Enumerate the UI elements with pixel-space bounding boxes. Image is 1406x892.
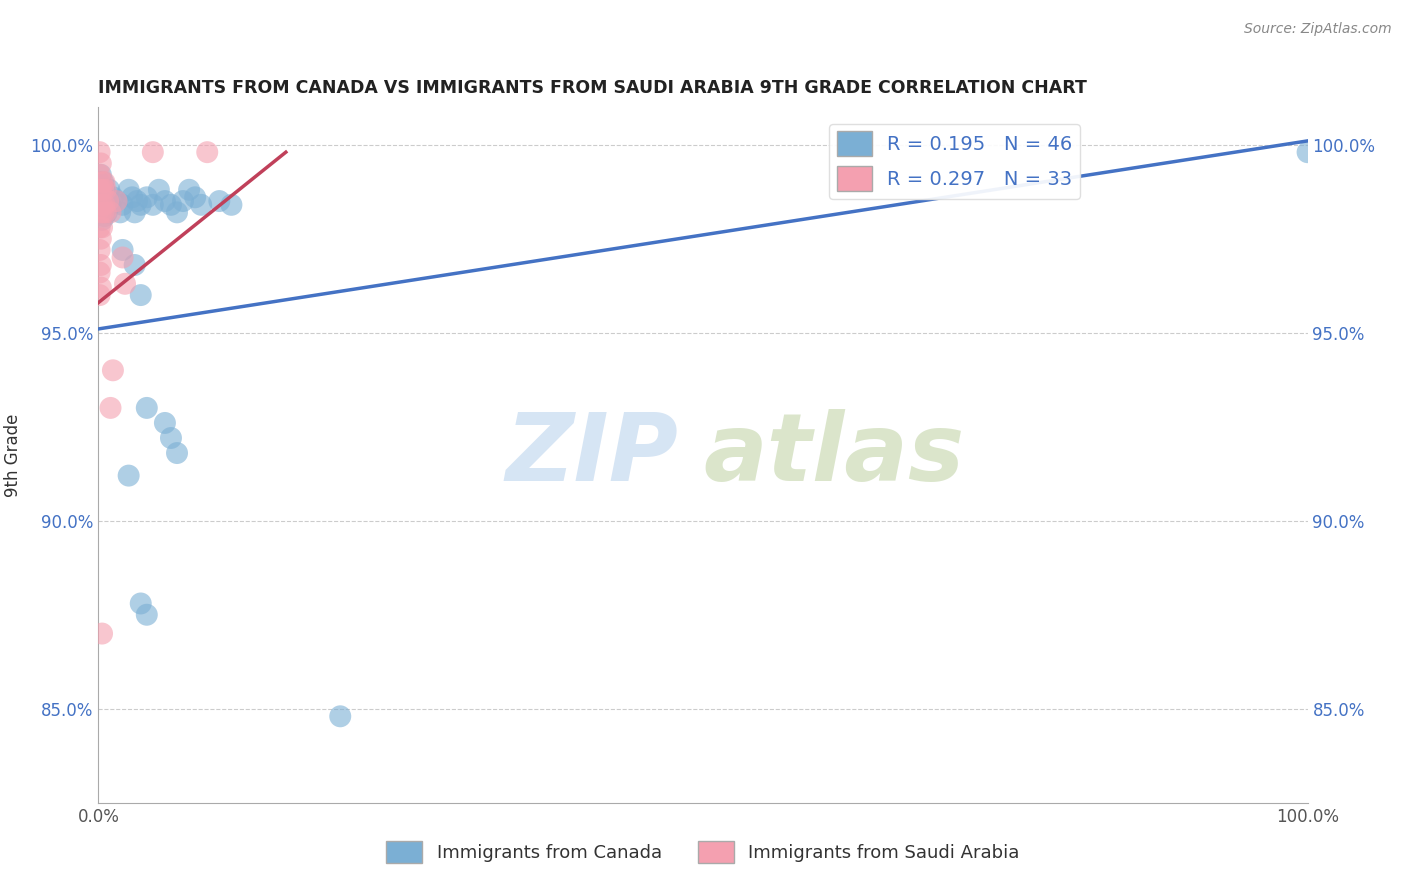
Point [111,251,134,265]
Point [108,205,131,219]
Point [105,194,128,208]
Point [127,194,149,208]
Point [94,183,117,197]
Point [105,194,128,208]
Text: atlas: atlas [703,409,965,501]
Point [114,277,136,291]
Point [190,198,212,212]
Point [98,183,121,197]
Point [101,363,124,377]
Point [90,280,112,294]
Point [97,190,120,204]
Point [89,168,111,182]
Point [172,194,194,208]
Text: IMMIGRANTS FROM CANADA VS IMMIGRANTS FROM SAUDI ARABIA 9TH GRADE CORRELATION CHA: IMMIGRANTS FROM CANADA VS IMMIGRANTS FRO… [98,79,1087,97]
Point [91,212,114,227]
Point [89,220,111,235]
Point [160,431,183,445]
Point [129,288,152,302]
Point [89,243,111,257]
Point [195,145,218,160]
Point [121,190,143,204]
Point [91,183,114,197]
Text: ZIP: ZIP [506,409,679,501]
Point [91,626,114,640]
Point [93,175,115,189]
Point [96,205,118,219]
Point [89,202,111,216]
Legend: Immigrants from Canada, Immigrants from Saudi Arabia: Immigrants from Canada, Immigrants from … [378,834,1028,871]
Point [221,198,243,212]
Point [90,258,112,272]
Point [135,401,157,415]
Point [90,168,112,182]
Point [89,288,111,302]
Point [1296,145,1319,160]
Point [91,175,114,189]
Point [100,198,122,212]
Point [148,183,170,197]
Point [91,205,114,219]
Point [89,183,111,197]
Point [111,243,134,257]
Point [91,175,114,189]
Point [93,183,115,197]
Point [135,607,157,622]
Point [166,205,188,219]
Point [111,198,134,212]
Point [90,232,112,246]
Point [129,597,152,611]
Point [97,194,120,208]
Y-axis label: 9th Grade: 9th Grade [4,413,22,497]
Point [142,198,165,212]
Point [94,194,117,208]
Point [89,145,111,160]
Point [124,205,146,219]
Point [100,401,122,415]
Point [153,416,176,430]
Point [93,209,115,223]
Point [89,266,111,280]
Point [329,709,352,723]
Point [166,446,188,460]
Point [89,175,111,189]
Point [179,183,201,197]
Point [153,194,176,208]
Point [91,220,114,235]
Point [101,190,124,204]
Text: Source: ZipAtlas.com: Source: ZipAtlas.com [1244,22,1392,37]
Point [160,198,183,212]
Point [129,198,152,212]
Point [208,194,231,208]
Point [90,194,112,208]
Point [124,258,146,272]
Point [142,145,165,160]
Point [100,205,122,219]
Point [90,156,112,170]
Point [184,190,207,204]
Point [118,183,141,197]
Point [93,198,115,212]
Point [90,183,112,197]
Point [94,205,117,219]
Point [118,468,141,483]
Point [91,183,114,197]
Point [91,202,114,216]
Point [135,190,157,204]
Point [91,198,114,212]
Point [90,205,112,219]
